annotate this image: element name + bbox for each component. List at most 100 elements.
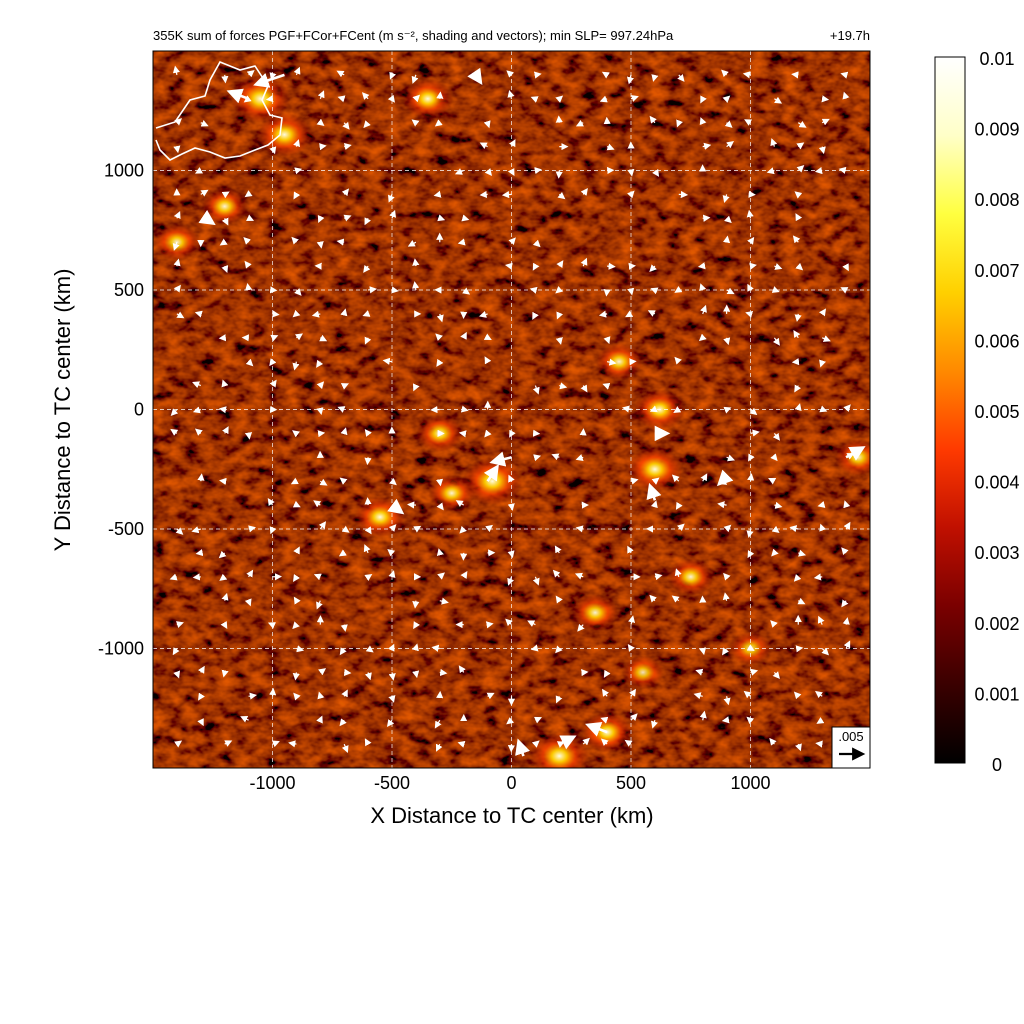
small-vector-219 bbox=[462, 287, 471, 295]
small-vector-273 bbox=[551, 453, 560, 461]
small-vector-138 bbox=[337, 95, 346, 103]
small-vector-428 bbox=[789, 525, 799, 533]
small-vector-123 bbox=[343, 668, 352, 676]
small-vector-414 bbox=[772, 432, 781, 441]
small-vector-158 bbox=[388, 672, 396, 681]
small-vector-93 bbox=[291, 236, 299, 245]
large-vector-5 bbox=[387, 498, 405, 515]
small-vector-354 bbox=[693, 692, 703, 700]
plot-frame bbox=[152, 50, 871, 769]
small-vector-195 bbox=[435, 478, 444, 487]
small-vector-167 bbox=[389, 209, 396, 219]
small-vector-2 bbox=[172, 647, 180, 656]
small-vector-97 bbox=[293, 66, 301, 76]
small-vector-87 bbox=[290, 477, 299, 485]
small-vector-144 bbox=[363, 544, 371, 554]
small-vector-193 bbox=[436, 548, 444, 557]
small-vector-352 bbox=[677, 74, 685, 82]
small-vector-400 bbox=[749, 262, 757, 270]
small-vector-111 bbox=[316, 359, 324, 368]
small-vector-153 bbox=[364, 217, 372, 226]
small-vector-377 bbox=[723, 406, 732, 414]
small-vector-3 bbox=[176, 621, 184, 628]
small-vector-183 bbox=[411, 119, 420, 127]
small-vector-213 bbox=[459, 525, 467, 534]
small-vector-207 bbox=[457, 740, 466, 748]
small-vector-434 bbox=[795, 262, 804, 271]
small-vector-214 bbox=[455, 500, 465, 508]
small-vector-300 bbox=[602, 382, 611, 390]
large-vector-4 bbox=[483, 464, 499, 482]
colorbar-tick-label: 0.006 bbox=[974, 331, 1019, 351]
small-vector-468 bbox=[842, 263, 849, 272]
small-vector-409 bbox=[771, 548, 779, 557]
small-vector-298 bbox=[601, 688, 609, 697]
small-vector-329 bbox=[651, 720, 658, 729]
small-vector-89 bbox=[292, 361, 300, 371]
small-vector-407 bbox=[772, 671, 780, 680]
small-vector-388 bbox=[746, 716, 755, 725]
small-vector-90 bbox=[294, 333, 303, 341]
hotspot-0 bbox=[230, 74, 291, 123]
small-vector-335 bbox=[649, 405, 658, 413]
small-vector-119 bbox=[317, 90, 325, 100]
small-vector-343 bbox=[674, 568, 682, 577]
small-vector-139 bbox=[336, 70, 345, 78]
small-vector-456 bbox=[821, 118, 830, 126]
small-vector-282 bbox=[555, 115, 563, 123]
small-vector-417 bbox=[774, 263, 783, 270]
small-vector-406 bbox=[769, 737, 777, 746]
small-vector-15 bbox=[174, 118, 182, 126]
small-vector-425 bbox=[797, 597, 806, 605]
small-vector-163 bbox=[389, 477, 397, 486]
small-vector-237 bbox=[506, 717, 515, 725]
colorbar-tick-label: 0 bbox=[992, 755, 1002, 775]
large-vector-3 bbox=[489, 451, 512, 467]
small-vector-200 bbox=[436, 313, 444, 323]
small-vector-168 bbox=[388, 194, 395, 203]
small-vector-244 bbox=[509, 429, 516, 438]
small-vector-334 bbox=[651, 477, 660, 485]
small-vector-383 bbox=[722, 194, 730, 203]
small-vector-113 bbox=[311, 310, 321, 318]
small-vector-319 bbox=[622, 405, 632, 413]
small-vector-126 bbox=[338, 549, 347, 557]
small-vector-347 bbox=[673, 406, 682, 413]
small-vector-136 bbox=[343, 142, 352, 151]
small-vector-layer bbox=[169, 65, 855, 754]
small-vector-463 bbox=[843, 521, 851, 530]
small-vector-182 bbox=[407, 240, 417, 247]
small-vector-31 bbox=[200, 119, 209, 127]
small-vector-216 bbox=[460, 405, 469, 413]
small-vector-257 bbox=[533, 454, 542, 462]
small-vector-318 bbox=[630, 477, 639, 485]
small-vector-444 bbox=[815, 690, 823, 699]
small-vector-174 bbox=[412, 600, 420, 609]
small-vector-52 bbox=[248, 525, 256, 533]
hotspot-13 bbox=[571, 594, 619, 632]
small-vector-14 bbox=[173, 145, 181, 154]
small-vector-359 bbox=[698, 333, 707, 342]
small-vector-1 bbox=[173, 670, 181, 679]
small-vector-312 bbox=[630, 713, 638, 721]
small-vector-339 bbox=[652, 168, 660, 177]
small-vector-150 bbox=[362, 310, 371, 317]
small-vector-169 bbox=[387, 94, 395, 103]
small-vector-59 bbox=[246, 214, 255, 222]
small-vector-145 bbox=[364, 526, 372, 535]
small-vector-209 bbox=[458, 665, 466, 674]
small-vector-450 bbox=[819, 405, 828, 413]
small-vector-140 bbox=[364, 738, 372, 747]
small-vector-50 bbox=[244, 598, 252, 607]
small-vector-338 bbox=[649, 264, 657, 272]
small-vector-277 bbox=[555, 286, 564, 294]
small-vector-4 bbox=[169, 573, 178, 581]
colorbar-tick-label: 0.007 bbox=[974, 261, 1019, 281]
large-vector-8 bbox=[716, 469, 734, 487]
small-vector-252 bbox=[531, 740, 540, 748]
small-vector-86 bbox=[292, 500, 301, 508]
small-vector-185 bbox=[411, 74, 419, 84]
small-vector-321 bbox=[625, 310, 634, 318]
small-vector-33 bbox=[221, 669, 229, 678]
small-vector-386 bbox=[722, 95, 731, 103]
